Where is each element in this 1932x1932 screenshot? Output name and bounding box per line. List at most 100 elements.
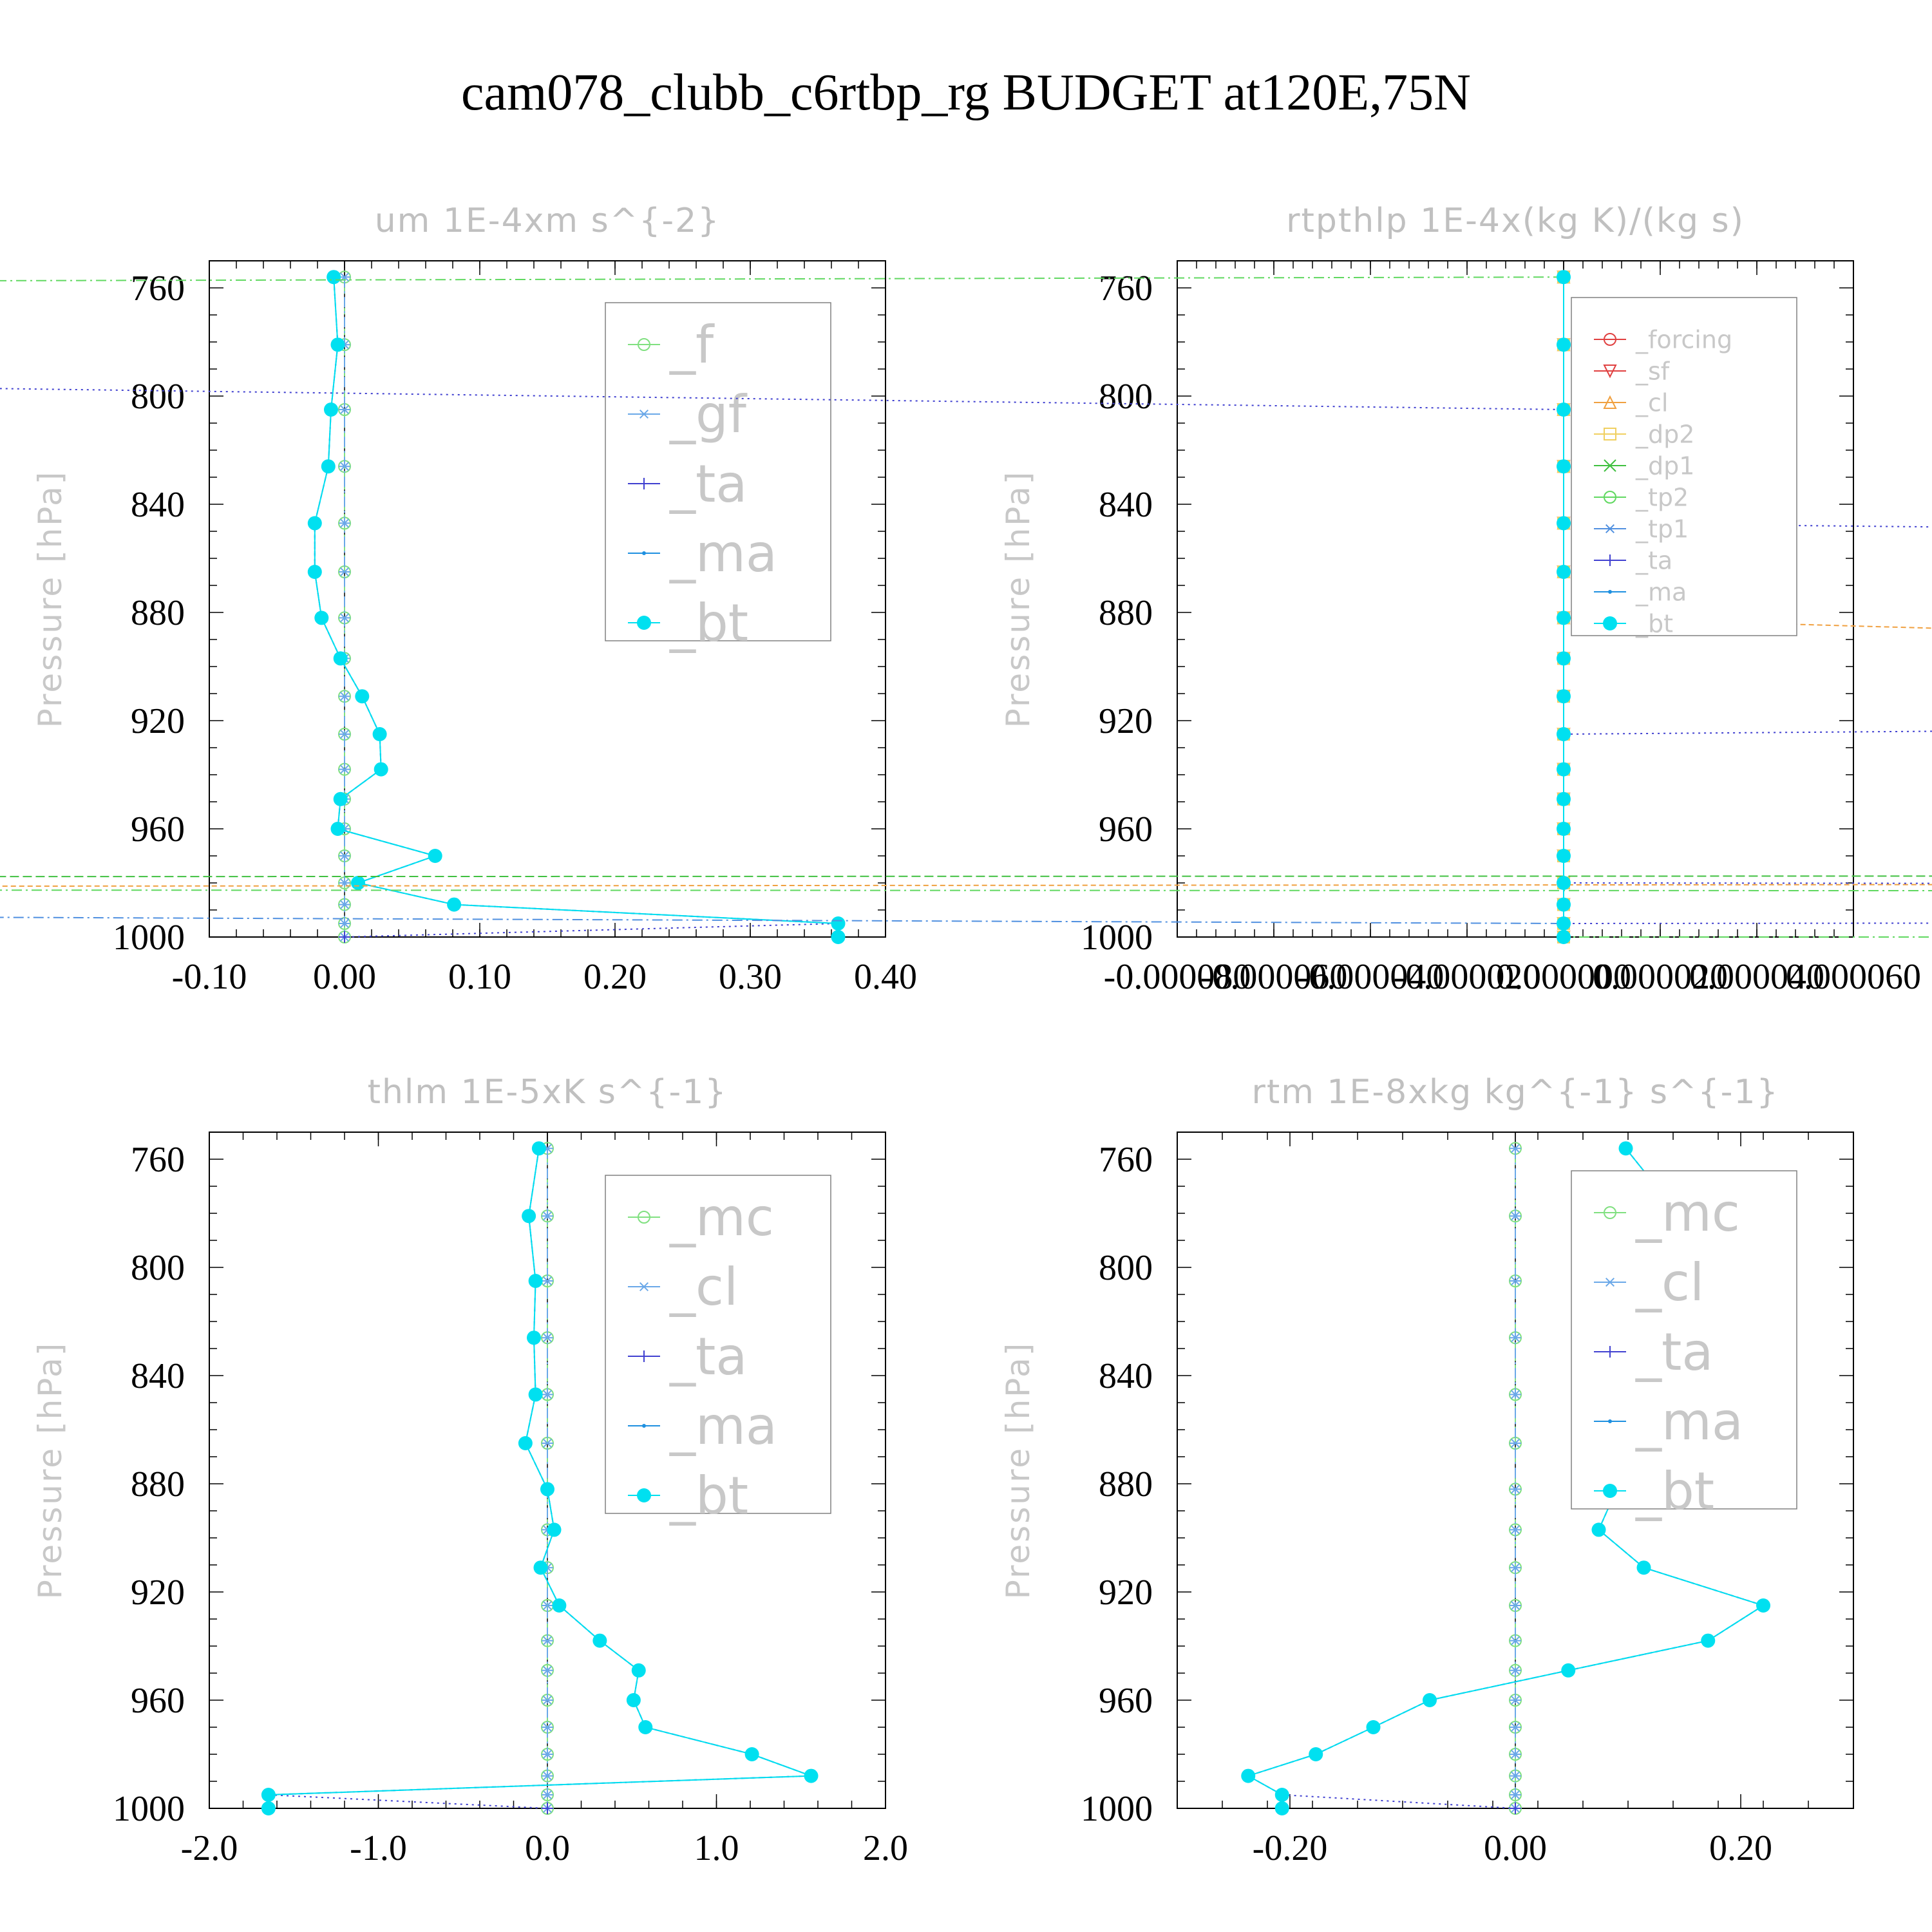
data-point-shape	[626, 1693, 641, 1707]
data-point	[1557, 651, 1571, 666]
y-tick-label: 760	[1099, 1140, 1153, 1180]
data-point-shape	[547, 1522, 562, 1537]
y-tick-label: 960	[1099, 810, 1153, 849]
data-point	[1309, 1747, 1323, 1761]
panel-title: rtm 1E-8xkg kg^{-1} s^{-1}	[1251, 1073, 1779, 1112]
data-point	[333, 791, 348, 806]
legend-marker-shape	[1603, 1484, 1617, 1498]
y-tick-label: 880	[1099, 1464, 1153, 1504]
legend-label: _f	[669, 315, 715, 375]
data-point	[339, 567, 350, 577]
y-tick-label: 1000	[113, 918, 185, 958]
data-point-shape	[307, 516, 322, 531]
panel-4: rtm 1E-8xkg kg^{-1} s^{-1} Pressure [hPa]…	[999, 1073, 1854, 1868]
legend-label: _tp2	[1635, 483, 1689, 511]
data-point	[261, 1788, 276, 1802]
legend-marker-shape	[637, 1488, 651, 1502]
data-point	[1557, 762, 1571, 777]
legend-label: _bt	[1635, 1461, 1714, 1521]
data-point	[831, 930, 846, 944]
y-axis-label: Pressure [hPa]	[32, 470, 69, 728]
legend-marker	[637, 616, 651, 630]
data-point	[1274, 1788, 1289, 1802]
data-point-shape	[1618, 1141, 1633, 1156]
y-tick-label: 880	[131, 1464, 185, 1504]
data-point	[1557, 337, 1571, 352]
data-point-shape	[831, 930, 846, 944]
x-tick-label: 2.0	[863, 1828, 908, 1868]
data-point-shape	[540, 1482, 554, 1497]
data-point-shape	[831, 916, 846, 931]
legend-label: _mc	[1635, 1183, 1740, 1243]
data-point	[1557, 791, 1571, 806]
legend-marker	[642, 551, 646, 555]
data-point	[339, 518, 350, 528]
data-point	[339, 613, 350, 623]
legend-label: _ma	[1635, 1392, 1743, 1452]
legend-marker	[1603, 616, 1617, 630]
y-tick-label: 920	[1099, 701, 1153, 741]
legend-marker-shape	[642, 551, 646, 555]
data-point	[533, 1560, 548, 1575]
x-tick-label: -2.0	[181, 1828, 238, 1868]
data-point	[540, 1482, 554, 1497]
data-point	[374, 762, 388, 777]
data-point	[744, 1747, 759, 1761]
x-tick-label: 0.000060	[1786, 957, 1921, 997]
data-point	[528, 1274, 543, 1288]
data-point	[1557, 270, 1571, 285]
data-point-shape	[1756, 1598, 1770, 1613]
x-tick-label: 0.00	[313, 957, 376, 997]
data-point-shape	[1591, 1522, 1606, 1537]
data-point-shape	[333, 791, 348, 806]
legend-marker	[637, 1488, 651, 1502]
data-point	[327, 270, 341, 285]
legend-label: _cl	[669, 1257, 738, 1317]
data-point	[1557, 727, 1571, 741]
data-point-shape	[330, 337, 345, 352]
legend-label: _mc	[669, 1188, 774, 1247]
data-point	[831, 916, 846, 931]
data-point-shape	[261, 1788, 276, 1802]
y-tick-label: 880	[1099, 593, 1153, 633]
data-point	[1557, 876, 1571, 890]
legend-label: _ma	[669, 1396, 777, 1456]
x-tick-label: 0.30	[719, 957, 782, 997]
data-point-b	[339, 729, 350, 739]
data-point-shape	[1557, 516, 1571, 531]
legend: _mc _cl _ta _ma _bt	[605, 1175, 831, 1526]
data-point	[1618, 1141, 1633, 1156]
data-point-shape	[528, 1387, 543, 1402]
x-tick-label: -1.0	[350, 1828, 407, 1868]
data-point	[1557, 916, 1571, 931]
data-point-shape	[1557, 651, 1571, 666]
y-tick-label: 800	[1099, 1248, 1153, 1288]
data-point-shape	[1557, 565, 1571, 579]
panel-title: rtpthlp 1E-4x(kg K)/(kg s)	[1286, 202, 1745, 240]
y-tick-label: 1000	[1081, 918, 1153, 958]
data-point-shape	[372, 727, 387, 741]
legend-label: _tp1	[1635, 515, 1689, 543]
legend-label: _dp2	[1635, 420, 1694, 448]
data-point-shape	[527, 1331, 541, 1345]
data-point	[339, 851, 350, 861]
data-point-shape	[324, 402, 338, 417]
data-point-b	[339, 518, 350, 528]
data-point-shape	[1309, 1747, 1323, 1761]
data-point-shape	[533, 1560, 548, 1575]
data-point-shape	[1241, 1768, 1256, 1783]
x-tick-label: 0.20	[583, 957, 647, 997]
y-tick-label: 960	[1099, 1681, 1153, 1721]
data-point	[333, 651, 348, 666]
data-point-b	[339, 613, 350, 623]
data-point	[1557, 930, 1571, 944]
legend-label: _ta	[1635, 546, 1672, 574]
x-tick-label: 0.00	[1484, 1828, 1547, 1868]
data-point-shape	[321, 459, 336, 474]
legend: _f _gf _ta _ma _bt	[605, 302, 831, 653]
data-point	[355, 689, 370, 704]
data-point	[1636, 1560, 1651, 1575]
figure-title: cam078_clubb_c6rtbp_rg BUDGET at120E,75N	[461, 64, 1471, 121]
data-point-b	[339, 462, 350, 471]
